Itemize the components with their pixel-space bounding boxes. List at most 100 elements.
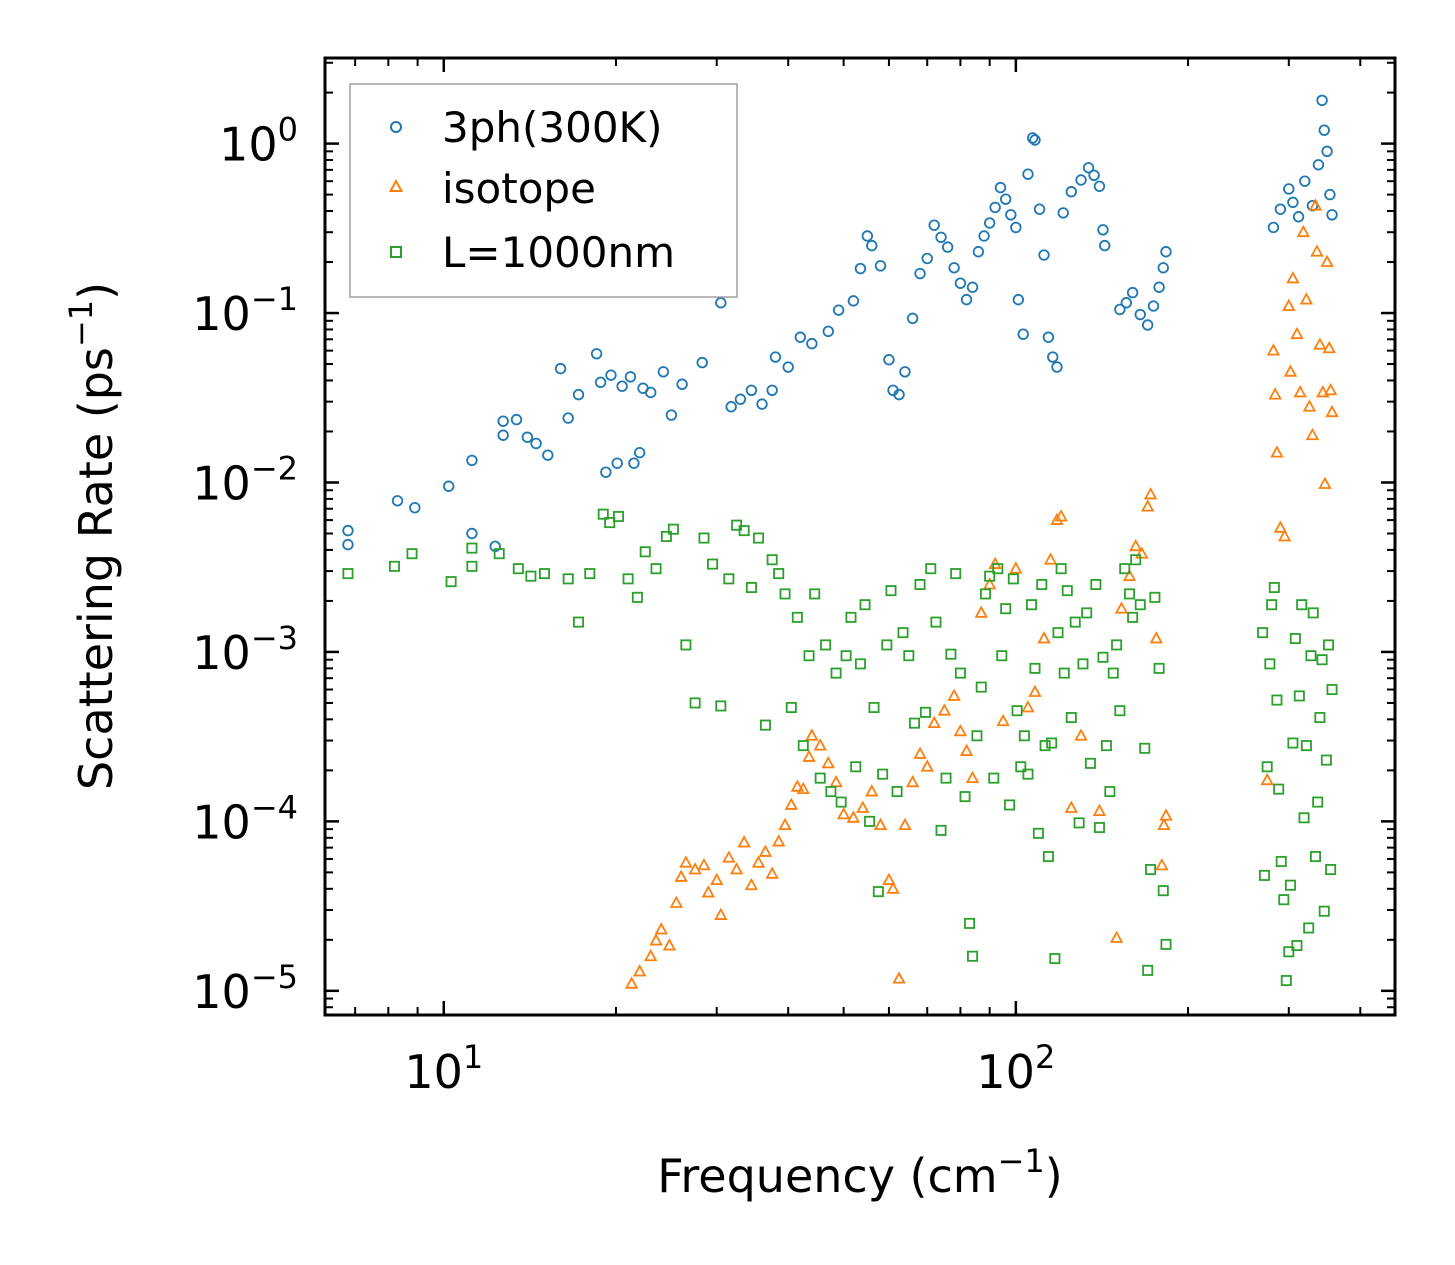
point-triangle (1159, 808, 1173, 821)
point-square (868, 701, 880, 713)
point-triangle (1128, 538, 1143, 552)
plot-frame (323, 56, 1397, 1017)
point-circle (854, 262, 867, 275)
point-triangle (927, 715, 941, 729)
point-square (919, 706, 931, 718)
point-circle (1088, 169, 1100, 181)
point-triangle (1054, 509, 1068, 522)
point-square (1160, 938, 1172, 950)
point-triangle (1021, 700, 1035, 713)
point-circle (782, 361, 794, 373)
point-square (992, 563, 1004, 575)
point-triangle (1064, 800, 1079, 813)
point-square (959, 791, 971, 803)
series-triangle (624, 198, 1339, 989)
point-circle (530, 437, 542, 450)
point-triangle (959, 743, 974, 756)
point-square (850, 761, 862, 773)
point-triangle (1028, 684, 1042, 697)
point-circle (822, 325, 834, 338)
point-square (1011, 705, 1023, 717)
point-circle (542, 449, 554, 461)
point-triangle (662, 938, 677, 951)
point-triangle (920, 759, 934, 772)
point-triangle (821, 755, 835, 769)
point-square (1257, 627, 1269, 639)
point-triangle (865, 784, 879, 797)
point-triangle (778, 817, 792, 831)
point-square (573, 616, 585, 628)
point-triangle (771, 834, 786, 847)
point-square (1278, 894, 1290, 906)
point-square (779, 588, 791, 600)
y-axis-title-tail: ) (69, 282, 123, 300)
series-square (342, 508, 1338, 987)
point-circle (954, 277, 967, 289)
point-triangle (688, 862, 702, 875)
point-square (1258, 869, 1270, 881)
point-square (1052, 627, 1064, 639)
point-square (1316, 654, 1328, 666)
point-square (466, 542, 478, 554)
point-circle (605, 369, 617, 381)
point-square (512, 563, 524, 575)
point-square (753, 532, 765, 544)
point-square (1036, 579, 1048, 591)
point-circle (1012, 293, 1025, 306)
point-square (622, 573, 634, 585)
y-axis-title-main: Scattering Rate (ps (69, 347, 123, 790)
y-tick-label: 100 (219, 111, 298, 172)
point-triangle (1268, 387, 1282, 400)
point-triangle (905, 774, 920, 788)
point-circle (633, 446, 646, 459)
point-square (979, 588, 991, 600)
point-triangle (1320, 254, 1334, 267)
point-circle (442, 480, 455, 492)
point-circle (497, 429, 509, 441)
series-circle (342, 94, 1338, 553)
point-triangle (813, 738, 827, 751)
point-circle (928, 219, 940, 231)
point-square (785, 701, 797, 713)
point-circle (756, 398, 768, 410)
point-circle (874, 260, 887, 272)
point-triangle (1143, 487, 1158, 500)
point-circle (1153, 281, 1165, 293)
point-circle (1022, 168, 1034, 180)
point-circle (342, 524, 354, 537)
point-square (1266, 599, 1278, 611)
point-square (1065, 712, 1077, 724)
point-circle (1026, 132, 1039, 144)
y-axis-title: Scattering Rate (ps−1) (62, 282, 123, 790)
point-square (1130, 554, 1142, 566)
point-square (988, 772, 1000, 784)
data-points (342, 94, 1339, 989)
point-square (830, 667, 842, 679)
point-triangle (722, 850, 736, 863)
point-circle (665, 409, 678, 421)
point-circle (1005, 209, 1017, 221)
point-circle (1082, 162, 1095, 174)
point-triangle (796, 781, 810, 795)
point-circle (497, 415, 509, 427)
point-triangle (1109, 930, 1124, 943)
point-square (597, 508, 609, 520)
point-circle (391, 495, 404, 507)
point-square (1298, 812, 1310, 824)
point-square (1032, 827, 1044, 839)
point-circle (594, 376, 607, 389)
point-square (984, 570, 996, 582)
point-circle (1292, 211, 1305, 223)
legend-label-isotope: isotope (442, 164, 596, 213)
point-square (1318, 905, 1330, 917)
point-square (1145, 864, 1157, 876)
point-circle (1038, 249, 1050, 261)
point-square (1042, 851, 1054, 863)
point-circle (941, 241, 954, 253)
point-square (650, 563, 662, 575)
point-circle (562, 412, 574, 424)
point-square (1039, 740, 1051, 752)
point-square (689, 697, 701, 709)
point-square (1275, 855, 1287, 867)
point-circle (1051, 361, 1063, 373)
